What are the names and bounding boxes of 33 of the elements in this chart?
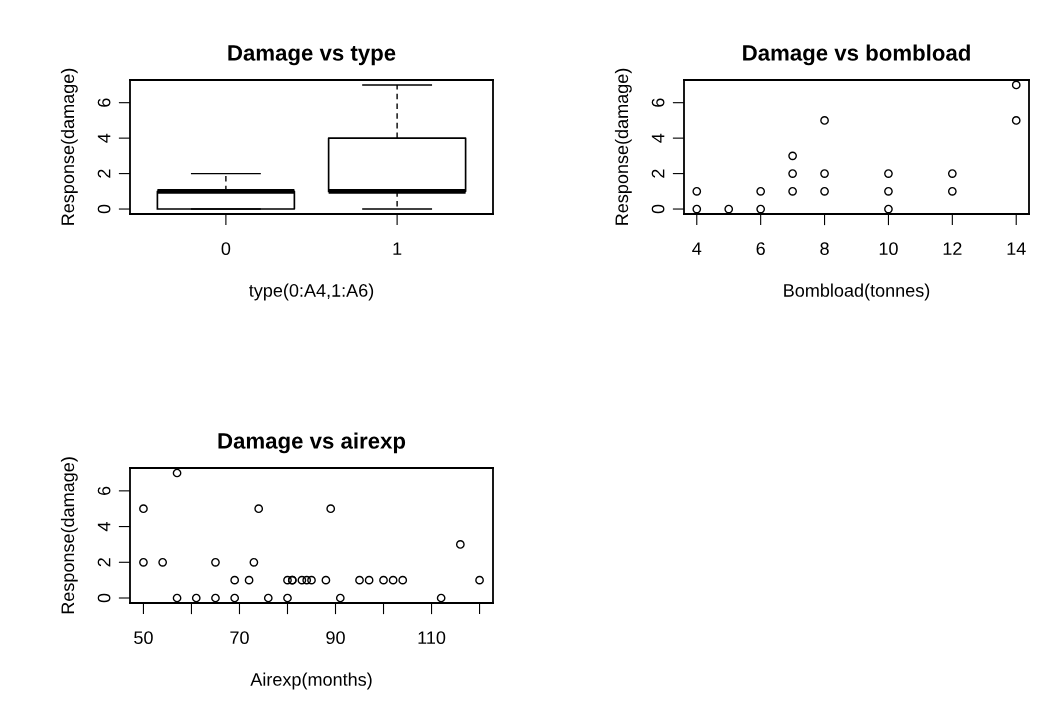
y-tick-label: 0 bbox=[97, 593, 111, 603]
y-tick-label: 6 bbox=[97, 98, 111, 107]
y-axis-title: Response(damage) bbox=[614, 68, 632, 225]
y-tick-label: 4 bbox=[97, 522, 111, 532]
y-tick-label: 0 bbox=[97, 204, 111, 214]
x-tick-label: 8 bbox=[820, 242, 829, 256]
x-tick-label: 12 bbox=[943, 242, 962, 255]
y-axis-title: Response(damage) bbox=[60, 457, 78, 614]
x-tick-label: 50 bbox=[134, 631, 153, 645]
x-tick-label: 6 bbox=[756, 242, 765, 256]
x-tick-label: 14 bbox=[1007, 242, 1026, 255]
y-tick-label: 2 bbox=[97, 169, 111, 178]
y-tick-label: 4 bbox=[97, 133, 111, 143]
y-axis-title: Response(damage) bbox=[60, 68, 78, 225]
chart-title: Damage vs airexp bbox=[218, 432, 406, 454]
x-tick-label: 70 bbox=[230, 631, 249, 645]
x-tick-label: 4 bbox=[692, 242, 702, 255]
x-tick-label: 10 bbox=[879, 242, 898, 256]
y-tick-label: 6 bbox=[97, 486, 111, 495]
x-tick-label: 1 bbox=[393, 242, 402, 255]
y-tick-label: 6 bbox=[651, 98, 665, 107]
chart-title: Damage vs bombload bbox=[743, 44, 970, 66]
y-tick-label: 0 bbox=[651, 204, 665, 214]
y-tick-label: 2 bbox=[651, 169, 665, 178]
x-tick-label: 90 bbox=[326, 631, 345, 645]
x-tick-label: 0 bbox=[221, 242, 231, 256]
x-axis-title: type(0:A4,1:A6) bbox=[249, 283, 374, 301]
y-tick-label: 4 bbox=[651, 133, 665, 143]
chart-title: Damage vs type bbox=[228, 45, 396, 66]
x-axis-title: Bombload(tonnes) bbox=[784, 283, 930, 301]
y-tick-label: 2 bbox=[97, 558, 111, 567]
x-axis-title: Airexp(months) bbox=[250, 672, 372, 690]
x-tick-label: 110 bbox=[418, 631, 446, 645]
